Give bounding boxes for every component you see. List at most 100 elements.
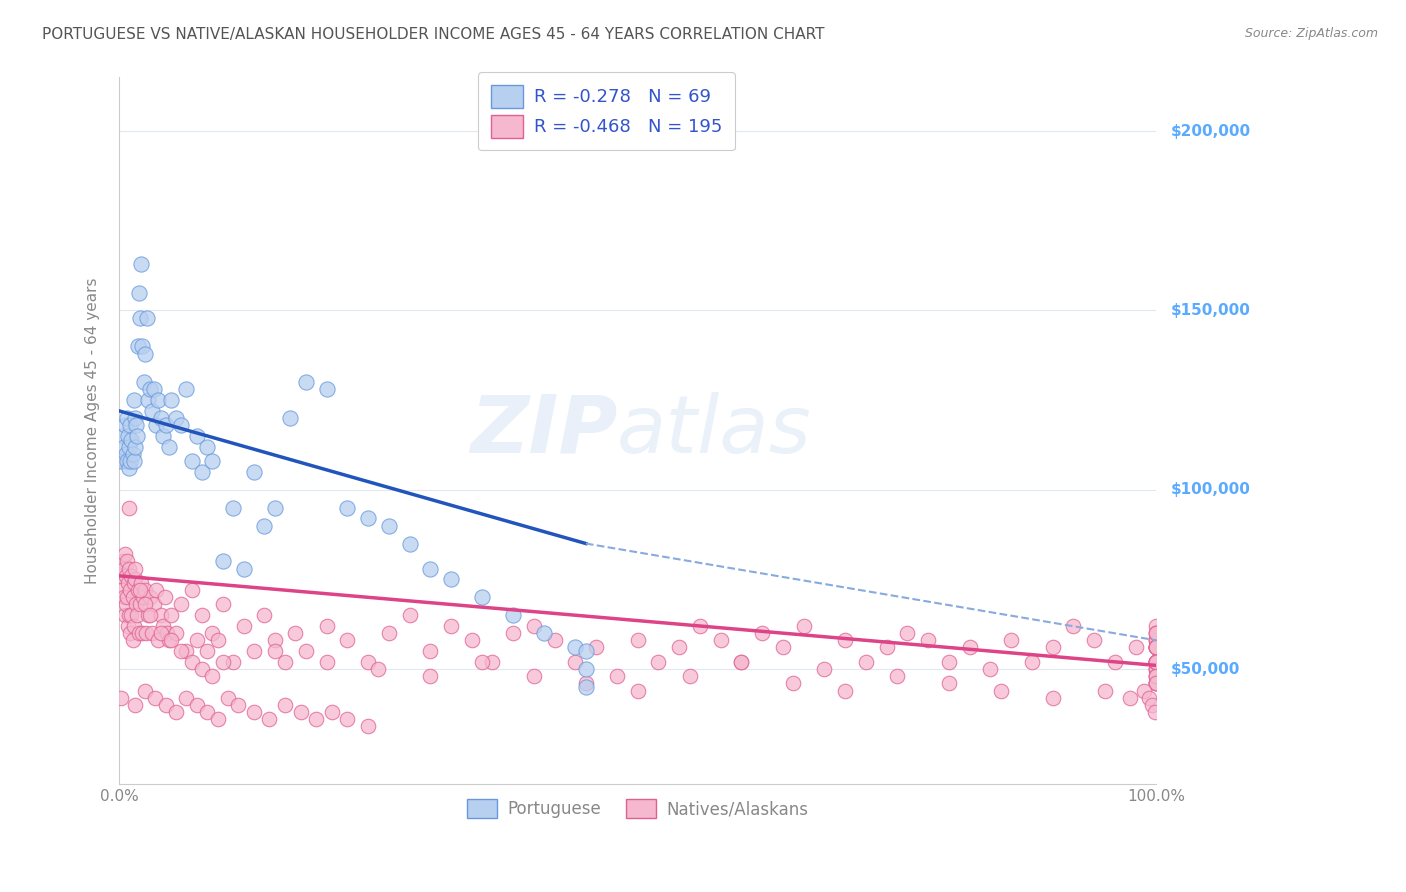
Point — [111, 583, 134, 598]
Text: $100,000: $100,000 — [1170, 483, 1250, 497]
Point — [689, 619, 711, 633]
Point — [377, 518, 399, 533]
Point — [120, 418, 142, 433]
Point — [1144, 669, 1167, 683]
Point — [211, 655, 233, 669]
Point — [124, 561, 146, 575]
Point — [136, 310, 159, 325]
Point — [135, 626, 157, 640]
Point — [1125, 640, 1147, 655]
Point — [121, 591, 143, 605]
Point — [165, 705, 187, 719]
Point — [585, 640, 607, 655]
Point — [117, 591, 139, 605]
Point — [1137, 690, 1160, 705]
Point — [730, 655, 752, 669]
Point — [1144, 655, 1167, 669]
Point — [180, 454, 202, 468]
Point — [979, 662, 1001, 676]
Point — [710, 633, 733, 648]
Point — [1083, 633, 1105, 648]
Point — [124, 411, 146, 425]
Point — [143, 598, 166, 612]
Point — [1144, 705, 1167, 719]
Point — [294, 375, 316, 389]
Point — [959, 640, 981, 655]
Text: ZIP: ZIP — [470, 392, 617, 469]
Point — [128, 285, 150, 300]
Point — [315, 619, 337, 633]
Text: $50,000: $50,000 — [1170, 662, 1240, 676]
Point — [121, 608, 143, 623]
Point — [201, 669, 224, 683]
Point — [211, 598, 233, 612]
Point — [575, 680, 598, 694]
Point — [122, 393, 145, 408]
Point — [357, 511, 380, 525]
Point — [132, 375, 155, 389]
Point — [136, 608, 159, 623]
Point — [149, 411, 172, 425]
Point — [110, 454, 132, 468]
Point — [544, 633, 567, 648]
Point — [772, 640, 794, 655]
Point — [243, 465, 266, 479]
Point — [165, 411, 187, 425]
Point — [419, 669, 441, 683]
Point — [357, 655, 380, 669]
Point — [115, 447, 138, 461]
Point — [259, 712, 281, 726]
Point — [668, 640, 690, 655]
Point — [575, 676, 598, 690]
Point — [128, 598, 150, 612]
Point — [122, 619, 145, 633]
Point — [118, 608, 141, 623]
Point — [117, 411, 139, 425]
Point — [156, 626, 179, 640]
Point — [120, 454, 142, 468]
Point — [1144, 640, 1167, 655]
Point — [294, 644, 316, 658]
Text: atlas: atlas — [617, 392, 811, 469]
Point — [1144, 676, 1167, 690]
Point — [118, 561, 141, 575]
Point — [117, 429, 139, 443]
Point — [1142, 698, 1164, 712]
Point — [1144, 640, 1167, 655]
Point — [110, 569, 132, 583]
Point — [112, 429, 135, 443]
Point — [1144, 655, 1167, 669]
Point — [131, 339, 153, 353]
Point — [170, 598, 193, 612]
Point — [170, 418, 193, 433]
Point — [139, 608, 162, 623]
Point — [1144, 640, 1167, 655]
Point — [134, 598, 156, 612]
Point — [274, 655, 297, 669]
Point — [502, 608, 524, 623]
Point — [440, 619, 463, 633]
Point — [606, 669, 628, 683]
Point — [419, 561, 441, 575]
Point — [813, 662, 835, 676]
Point — [191, 465, 214, 479]
Point — [1144, 655, 1167, 669]
Point — [124, 418, 146, 433]
Point — [145, 583, 167, 598]
Point — [1144, 633, 1167, 648]
Point — [1021, 655, 1043, 669]
Point — [896, 626, 918, 640]
Point — [1144, 662, 1167, 676]
Point — [990, 683, 1012, 698]
Point — [143, 382, 166, 396]
Point — [321, 705, 343, 719]
Point — [533, 626, 555, 640]
Point — [1144, 655, 1167, 669]
Point — [148, 393, 170, 408]
Point — [253, 608, 276, 623]
Point — [129, 257, 152, 271]
Point — [1144, 633, 1167, 648]
Point — [176, 644, 198, 658]
Point — [112, 454, 135, 468]
Y-axis label: Householder Income Ages 45 - 64 years: Householder Income Ages 45 - 64 years — [86, 277, 100, 584]
